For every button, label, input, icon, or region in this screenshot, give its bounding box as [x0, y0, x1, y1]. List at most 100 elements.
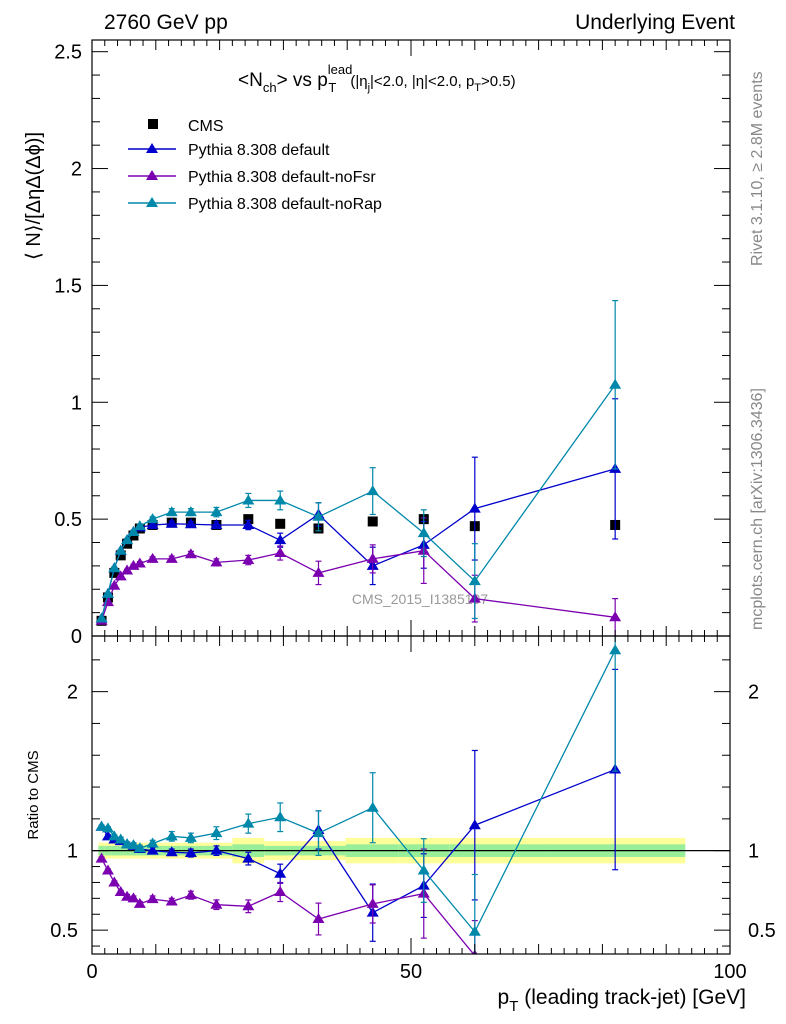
ratio-point-norap — [101, 822, 114, 833]
ratio-tick-label: 2 — [67, 682, 78, 704]
point-default — [210, 518, 223, 529]
ratio-tick-label-right: 1 — [748, 841, 759, 863]
point-default — [165, 517, 178, 528]
legend: CMS Pythia 8.308 default Pythia 8.308 de… — [128, 118, 382, 213]
point-nofsr — [121, 564, 134, 575]
cms-point — [367, 516, 378, 527]
ratio-line-norap — [101, 650, 616, 933]
point-norap — [242, 494, 255, 505]
ratio-point-norap — [146, 837, 159, 848]
legend-marker-norap — [146, 197, 158, 207]
point-norap — [95, 612, 108, 623]
y-tick-label: 1.5 — [54, 275, 82, 297]
ratio-point-norap — [366, 801, 379, 812]
point-norap — [121, 534, 134, 545]
y-tick-label: 0 — [71, 626, 82, 648]
point-nofsr — [242, 554, 255, 565]
x-tick-label: 100 — [713, 961, 746, 983]
ratio-point-norap — [609, 644, 622, 655]
point-norap — [184, 506, 197, 517]
legend-label-norap: Pythia 8.308 default-noRap — [188, 196, 382, 213]
y-tick-label: 0.5 — [54, 509, 82, 531]
ratio-point-nofsr — [366, 897, 379, 908]
point-nofsr — [609, 611, 622, 622]
point-default — [242, 518, 255, 529]
ratio-tick-label-right: 2 — [748, 682, 759, 704]
x-axis-label: pT (leading track-jet) [GeV] — [498, 986, 746, 1015]
ratio-point-default — [468, 819, 481, 830]
ratio-line-nofsr — [100, 858, 475, 954]
header-right: Underlying Event — [575, 11, 735, 34]
cms-point — [275, 518, 286, 529]
y-axis-label: ⟨ N⟩/[ΔηΔ(Δϕ)] — [23, 132, 45, 260]
ratio-point-nofsr — [274, 885, 287, 896]
ratio-point-norap — [274, 811, 287, 822]
ratio-tick-label-right: 0.5 — [748, 920, 776, 942]
ratio-tick-label: 0.5 — [50, 920, 78, 942]
point-nofsr — [210, 556, 223, 567]
point-norap — [417, 527, 430, 538]
y-tick-label: 2.5 — [54, 42, 82, 64]
point-nofsr — [312, 566, 325, 577]
ratio-plot-frame — [91, 635, 731, 955]
header-left: 2760 GeV pp — [104, 11, 228, 34]
point-nofsr — [366, 552, 379, 563]
point-norap — [210, 506, 223, 517]
series-line-norap — [100, 384, 616, 619]
ratio-point-nofsr — [184, 889, 197, 900]
point-norap — [133, 520, 146, 531]
legend-entry-default: Pythia 8.308 default — [128, 142, 330, 159]
ratio-point-nofsr — [127, 892, 140, 903]
legend-label-nofsr: Pythia 8.308 default-noFsr — [188, 169, 376, 186]
point-nofsr — [133, 557, 146, 568]
point-norap — [101, 587, 114, 598]
ratio-point-norap — [242, 817, 255, 828]
ratio-point-norap — [133, 842, 146, 853]
legend-marker-default — [146, 143, 158, 153]
legend-entry-nofsr: Pythia 8.308 default-noFsr — [128, 169, 376, 186]
point-norap — [127, 525, 140, 536]
point-default — [146, 518, 159, 529]
y-tick-label: 1 — [71, 392, 82, 414]
ratio-point-default — [274, 867, 287, 878]
ratio-point-default — [146, 844, 159, 855]
ratio-point-nofsr — [210, 898, 223, 909]
ratio-tick-label: 1 — [67, 841, 78, 863]
legend-marker-nofsr — [146, 170, 158, 180]
legend-entry-cms: CMS — [148, 118, 224, 135]
point-norap — [609, 378, 622, 389]
cms-point — [109, 567, 120, 578]
ratio-point-norap — [210, 827, 223, 838]
legend-marker-cms — [148, 119, 158, 129]
ratio-point-norap — [114, 833, 127, 844]
point-default — [184, 518, 197, 529]
legend-entry-norap: Pythia 8.308 default-noRap — [128, 196, 382, 213]
point-norap — [468, 575, 481, 586]
ratio-point-nofsr — [108, 876, 121, 887]
point-norap — [146, 513, 159, 524]
ratio-point-nofsr — [242, 900, 255, 911]
ratio-point-nofsr — [146, 893, 159, 904]
ratio-point-nofsr — [133, 897, 146, 908]
ratio-y-axis-label: Ratio to CMS — [25, 750, 42, 839]
point-default — [468, 502, 481, 513]
ratio-point-norap — [108, 830, 121, 841]
ratio-point-norap — [127, 839, 140, 850]
point-nofsr — [274, 547, 287, 558]
point-nofsr — [184, 548, 197, 559]
legend-label-default: Pythia 8.308 default — [188, 142, 330, 159]
ratio-point-nofsr — [312, 913, 325, 924]
point-norap — [366, 485, 379, 496]
point-norap — [114, 544, 127, 555]
ratio-point-nofsr — [165, 895, 178, 906]
ratio-point-norap — [312, 827, 325, 838]
ratio-point-default — [210, 844, 223, 855]
point-norap — [108, 562, 121, 573]
point-nofsr — [114, 570, 127, 581]
ratio-point-norap — [184, 831, 197, 842]
ratio-point-norap — [417, 864, 430, 875]
ratio-point-default — [242, 852, 255, 863]
point-default — [274, 534, 287, 545]
ratio-point-norap — [165, 830, 178, 841]
